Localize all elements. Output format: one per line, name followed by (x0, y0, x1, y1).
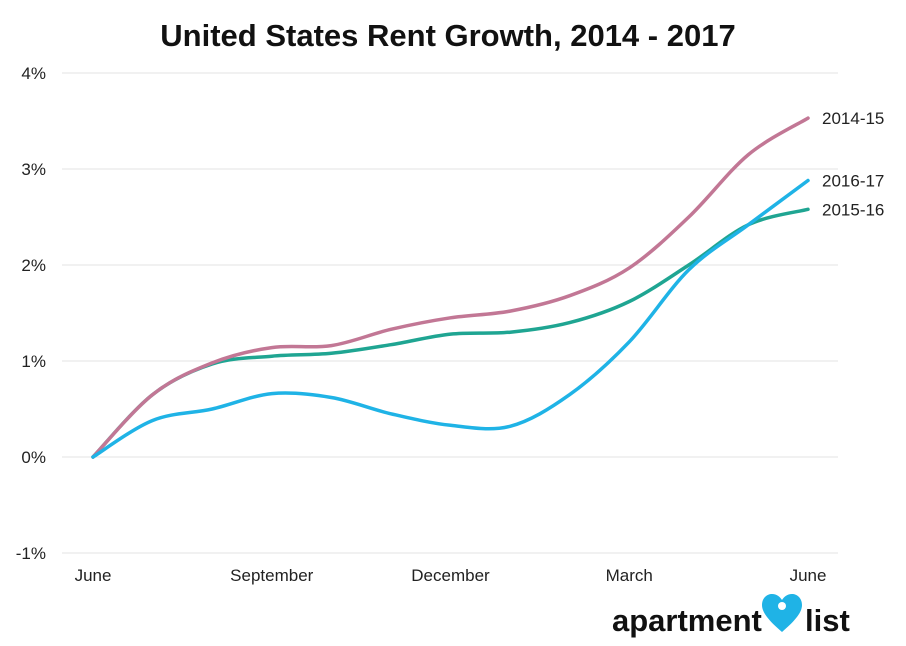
x-tick-label: June (75, 566, 112, 585)
y-tick-label: 3% (21, 160, 46, 179)
x-tick-label: September (230, 566, 313, 585)
grid-lines (62, 72, 838, 554)
series-line-2014-15 (91, 116, 810, 459)
apartment-list-logo: apartment list (612, 594, 850, 638)
y-tick-label: -1% (16, 544, 46, 563)
series-label-2016-17: 2016-17 (822, 172, 884, 191)
logo-text-apartment: apartment (612, 603, 762, 638)
y-tick-label: 0% (21, 448, 46, 467)
series-line-2016-17 (91, 178, 810, 459)
series-label-2015-16: 2015-16 (822, 200, 884, 219)
x-tick-label: March (606, 566, 653, 585)
series-line-2015-16 (91, 207, 810, 459)
heart-pin-icon (762, 594, 802, 632)
series-lines (91, 116, 810, 459)
y-tick-label: 2% (21, 256, 46, 275)
series-label-2014-15: 2014-15 (822, 109, 884, 128)
y-tick-label: 4% (21, 64, 46, 83)
x-tick-label: June (790, 566, 827, 585)
y-axis-ticks: 4% 3% 2% 1% 0% -1% (16, 64, 46, 563)
chart-title: United States Rent Growth, 2014 - 2017 (160, 18, 735, 53)
y-tick-label: 1% (21, 352, 46, 371)
x-axis-ticks: June September December March June (75, 566, 827, 585)
series-labels: 2014-15 2015-16 2016-17 (822, 109, 884, 219)
logo-text-list: list (805, 603, 850, 638)
x-tick-label: December (411, 566, 490, 585)
